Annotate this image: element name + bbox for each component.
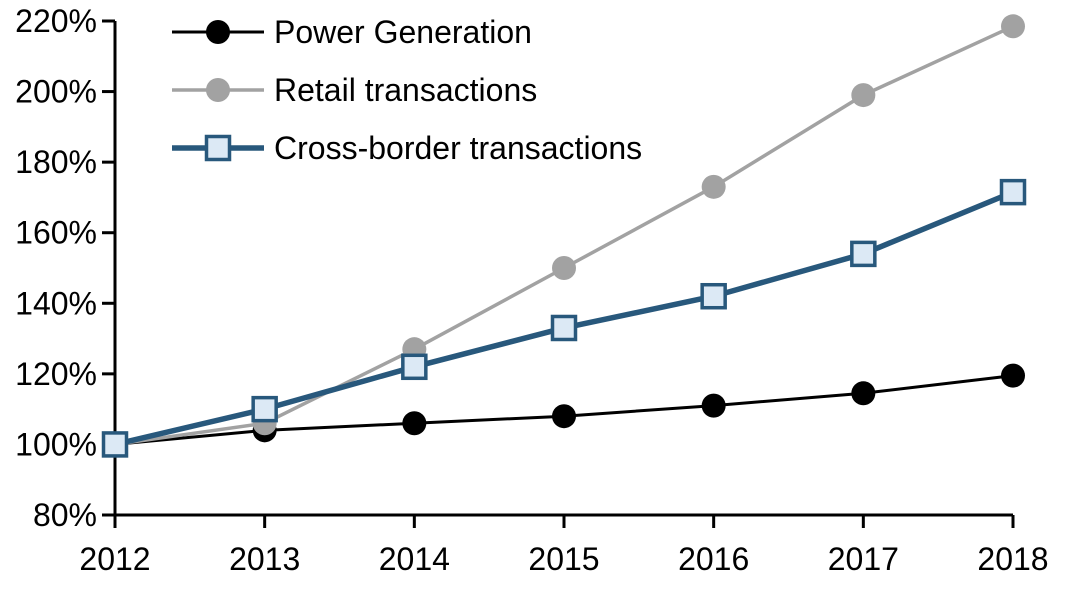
y-tick-label: 220%: [15, 3, 97, 39]
y-tick-label: 160%: [15, 215, 97, 251]
marker-power-generation-2016: [701, 393, 726, 418]
x-tick-label: 2015: [528, 541, 599, 577]
marker-power-generation-2015: [552, 404, 576, 429]
y-tick-label: 140%: [15, 285, 97, 321]
legend-label: Retail transactions: [274, 72, 538, 108]
legend: Power Generation Retail transactions Cross…: [172, 12, 642, 168]
marker-cross-border-transactions-2012: [101, 431, 129, 458]
x-tick-label: 2014: [379, 541, 450, 577]
x-tick-label: 2018: [977, 541, 1048, 577]
legend-retail-transactions-swatch-icon: [172, 78, 264, 102]
marker-retail-transactions-2018: [1001, 14, 1025, 39]
y-tick-label: 120%: [15, 356, 97, 392]
legend-item-cross-border-transactions: Cross-border transactions: [172, 128, 642, 168]
marker-power-generation-2018: [1001, 363, 1025, 388]
y-tick-label: 180%: [15, 144, 97, 180]
legend-item-retail-transactions: Retail transactions: [172, 70, 642, 110]
marker-retail-transactions-2016: [701, 174, 726, 199]
legend-label: Power Generation: [274, 14, 532, 50]
marker-cross-border-transactions-2013: [251, 395, 278, 423]
marker-cross-border-transactions-2014: [401, 353, 428, 381]
legend-marker: [204, 134, 232, 162]
x-tick-label: 2012: [79, 541, 150, 577]
marker-power-generation-2014: [402, 411, 427, 436]
x-tick-label: 2013: [229, 541, 300, 577]
marker-power-generation-2017: [851, 381, 876, 406]
y-tick-label: 80%: [33, 497, 97, 533]
x-tick-label: 2017: [828, 541, 899, 577]
y-tick-label: 200%: [15, 74, 97, 110]
x-tick-label: 2016: [678, 541, 749, 577]
marker-cross-border-transactions-2016: [700, 282, 727, 310]
marker-retail-transactions-2017: [851, 83, 876, 108]
y-tick-label: 100%: [15, 426, 97, 462]
legend-cross-border-transactions-swatch-icon: [172, 134, 264, 162]
marker-cross-border-transactions-2017: [850, 240, 877, 268]
legend-marker: [206, 78, 230, 102]
legend-power-generation-swatch-icon: [172, 20, 264, 44]
legend-item-power-generation: Power Generation: [172, 12, 642, 52]
marker-retail-transactions-2015: [552, 256, 576, 280]
legend-label: Cross-border transactions: [274, 130, 643, 166]
marker-cross-border-transactions-2018: [999, 178, 1027, 206]
legend-marker: [206, 20, 230, 44]
marker-cross-border-transactions-2015: [550, 314, 578, 342]
